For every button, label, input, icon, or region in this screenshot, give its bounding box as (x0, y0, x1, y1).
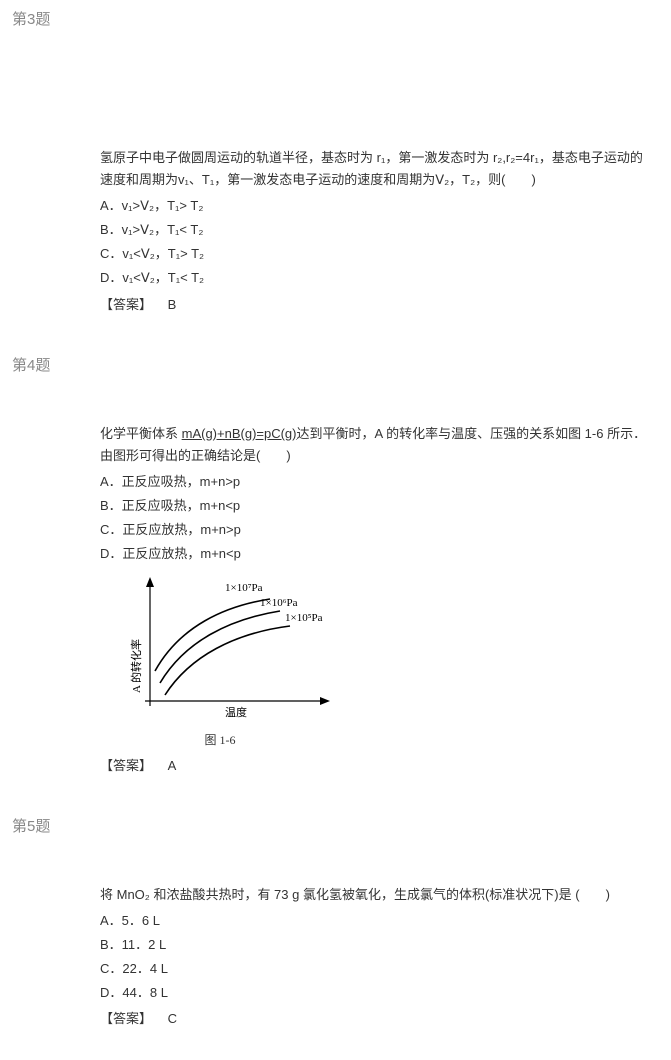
question-4-body: 化学平衡体系 mA(g)+nB(g)=pC(g)达到平衡时，A 的转化率与温度、… (0, 413, 671, 787)
conversion-chart: 1×10⁷Pa 1×10⁶Pa 1×10⁵Pa A 的转化率 温度 (130, 571, 340, 721)
option-c: C．22．4 L (100, 958, 651, 980)
answer-label: 【答案】 (100, 1008, 152, 1030)
stem-part-b: mA(g)+nB(g)=pC(g) (182, 426, 297, 441)
y-axis-label: A 的转化率 (130, 639, 143, 693)
option-b: B．11．2 L (100, 934, 651, 956)
question-3: 第3题 氢原子中电子做圆周运动的轨道半径，基态时为 r₁，第一激发态时为 r₂,… (0, 0, 671, 326)
spacer (0, 37, 671, 137)
answer-line: 【答案】 A (100, 755, 651, 777)
question-3-stem: 氢原子中电子做圆周运动的轨道半径，基态时为 r₁，第一激发态时为 r₂,r₂=4… (100, 147, 651, 191)
stem-part-a: 化学平衡体系 (100, 426, 182, 441)
question-3-header: 第3题 (0, 0, 671, 37)
option-b: B．正反应吸热，m+n<p (100, 495, 651, 517)
option-c: C．v₁<Ⅴ₂，T₁> T₂ (100, 243, 651, 265)
curve-labels: 1×10⁷Pa 1×10⁶Pa 1×10⁵Pa (225, 582, 323, 624)
svg-text:1×10⁵Pa: 1×10⁵Pa (285, 612, 323, 624)
x-axis-label: 温度 (225, 705, 247, 719)
option-a: A．v₁>Ⅴ₂，T₁> T₂ (100, 195, 651, 217)
question-4-stem: 化学平衡体系 mA(g)+nB(g)=pC(g)达到平衡时，A 的转化率与温度、… (100, 423, 651, 467)
option-c: C．正反应放热，m+n>p (100, 519, 651, 541)
answer-label: 【答案】 (100, 755, 152, 777)
question-5: 第5题 将 MnO₂ 和浓盐酸共热时，有 73 g 氯化氢被氧化，生成氯气的体积… (0, 807, 671, 1041)
spacer (0, 383, 671, 413)
option-d: D．v₁<Ⅴ₂，T₁< T₂ (100, 267, 651, 289)
option-a: A．5．6 L (100, 910, 651, 932)
axes (145, 577, 330, 706)
answer-line: 【答案】 C (100, 1008, 651, 1030)
question-4: 第4题 化学平衡体系 mA(g)+nB(g)=pC(g)达到平衡时，A 的转化率… (0, 346, 671, 787)
option-d: D．正反应放热，m+n<p (100, 543, 651, 565)
option-b: B．v₁>Ⅴ₂，T₁< T₂ (100, 219, 651, 241)
answer-value: B (168, 297, 177, 312)
spacer (0, 844, 671, 874)
question-5-body: 将 MnO₂ 和浓盐酸共热时，有 73 g 氯化氢被氧化，生成氯气的体积(标准状… (0, 874, 671, 1041)
curves (155, 599, 290, 695)
answer-label: 【答案】 (100, 294, 152, 316)
answer-line: 【答案】 B (100, 294, 651, 316)
question-3-body: 氢原子中电子做圆周运动的轨道半径，基态时为 r₁，第一激发态时为 r₂,r₂=4… (0, 137, 671, 326)
answer-value: A (168, 758, 177, 773)
question-5-stem: 将 MnO₂ 和浓盐酸共热时，有 73 g 氯化氢被氧化，生成氯气的体积(标准状… (100, 884, 651, 906)
answer-value: C (168, 1011, 177, 1026)
svg-text:1×10⁷Pa: 1×10⁷Pa (225, 582, 263, 594)
option-d: D．44．8 L (100, 982, 651, 1004)
question-5-header: 第5题 (0, 807, 671, 844)
option-a: A．正反应吸热，m+n>p (100, 471, 651, 493)
question-4-header: 第4题 (0, 346, 671, 383)
svg-text:1×10⁶Pa: 1×10⁶Pa (260, 597, 298, 609)
chart-wrap: 1×10⁷Pa 1×10⁶Pa 1×10⁵Pa A 的转化率 温度 图 1-6 (130, 571, 651, 750)
chart-caption: 图 1-6 (130, 730, 310, 750)
